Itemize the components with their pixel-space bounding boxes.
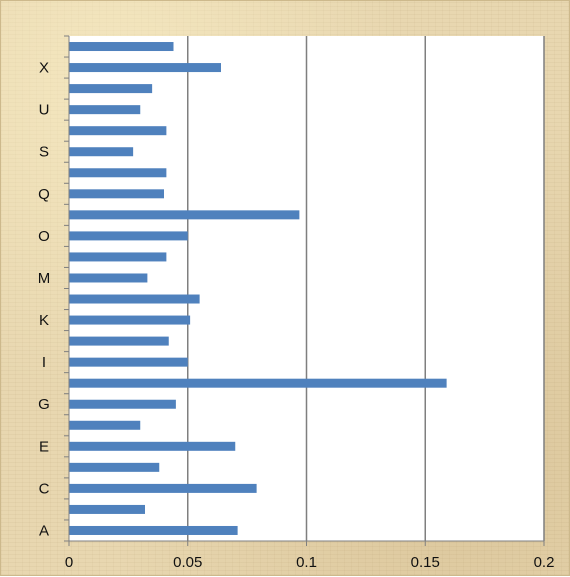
- bar-T: [69, 126, 167, 136]
- bar-D: [69, 462, 160, 472]
- bar-N: [69, 252, 167, 262]
- y-tick-label-M: M: [38, 270, 51, 287]
- bar-M: [69, 273, 148, 283]
- y-tick-label-G: G: [38, 396, 50, 413]
- x-tick-label-3: 0.15: [411, 554, 440, 571]
- bar-F: [69, 420, 141, 430]
- bar-R: [69, 168, 167, 178]
- bar-Y: [69, 42, 174, 52]
- bar-Q: [69, 189, 164, 199]
- y-tick-label-S: S: [39, 144, 49, 161]
- bar-S: [69, 147, 134, 157]
- y-tick-label-Q: Q: [38, 186, 50, 203]
- y-tick-label-O: O: [38, 228, 50, 245]
- y-tick-label-U: U: [39, 102, 50, 119]
- bars: [69, 42, 447, 535]
- y-tick-label-X: X: [39, 60, 49, 77]
- bar-P: [69, 210, 300, 220]
- bar-H: [69, 378, 447, 388]
- x-tick-label-0: 0: [65, 554, 73, 571]
- bar-I: [69, 357, 188, 367]
- x-tick-label-2: 0.1: [296, 554, 317, 571]
- bar-A: [69, 525, 238, 535]
- y-tick-labels: A C E G I K M O Q S U X: [38, 60, 51, 540]
- y-tick-label-C: C: [39, 480, 50, 497]
- bar-C: [69, 483, 257, 493]
- bar-G: [69, 399, 176, 409]
- bar-E: [69, 441, 236, 451]
- x-tick-label-1: 0.05: [173, 554, 202, 571]
- bar-U: [69, 105, 141, 115]
- bar-X: [69, 63, 221, 73]
- bar-L: [69, 294, 200, 304]
- x-tick-labels: 0 0.05 0.1 0.15 0.2: [65, 554, 555, 571]
- bar-B: [69, 504, 145, 514]
- bar-K: [69, 315, 191, 325]
- y-tick-label-I: I: [42, 354, 46, 371]
- bar-O: [69, 231, 188, 241]
- bar-J: [69, 336, 169, 346]
- grid-lines: [187, 36, 545, 541]
- axes: [64, 35, 545, 546]
- y-tick-label-E: E: [39, 438, 49, 455]
- y-tick-label-A: A: [39, 522, 49, 539]
- bar-V: [69, 84, 153, 94]
- y-tick-label-K: K: [39, 312, 49, 329]
- x-tick-label-4: 0.2: [534, 554, 555, 571]
